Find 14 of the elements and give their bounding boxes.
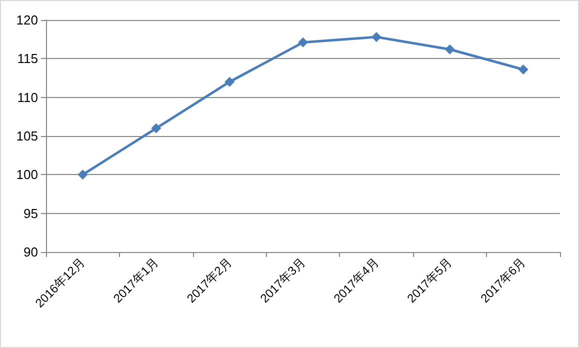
y-tick-label: 120 xyxy=(16,12,38,28)
point xyxy=(444,44,455,54)
point xyxy=(371,32,382,42)
y-tick-label: 100 xyxy=(16,167,38,182)
y-tick-label: 105 xyxy=(16,128,38,144)
point xyxy=(78,170,88,180)
y-tick-label: 115 xyxy=(17,51,38,66)
y-tick-label: 95 xyxy=(24,206,38,221)
y-tick-label: 90 xyxy=(24,244,38,260)
point xyxy=(224,76,235,87)
point xyxy=(151,123,162,134)
point xyxy=(298,37,308,48)
y-tick-label: 110 xyxy=(17,90,38,105)
point xyxy=(518,64,528,74)
